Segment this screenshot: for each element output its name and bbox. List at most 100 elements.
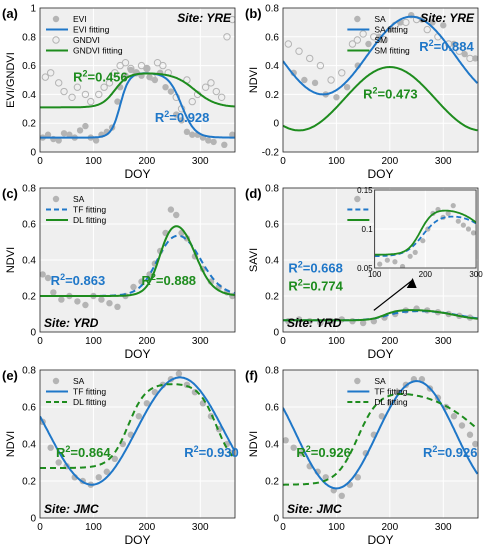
- zoom-arrow: [373, 279, 414, 311]
- legend-marker: [52, 15, 60, 23]
- y-tick-label: 0.6: [265, 32, 279, 43]
- y-tick-label: 0.4: [22, 90, 36, 101]
- data-point: [173, 211, 180, 219]
- data-point: [105, 79, 114, 87]
- x-axis-label: DOY: [367, 167, 393, 181]
- data-point: [143, 65, 151, 72]
- x-tick-label: 300: [192, 522, 209, 533]
- data-point: [429, 19, 436, 26]
- x-tick-label: 0: [37, 336, 43, 347]
- legend-label: EVI fitting: [73, 25, 110, 35]
- inset-data: [374, 203, 477, 268]
- x-axis-label: DOY: [124, 347, 150, 361]
- data-point: [450, 40, 458, 48]
- data-point: [455, 218, 461, 224]
- data-point: [74, 298, 81, 305]
- panel-a: 0 100 200 300 0 0.2 0.4 0.6 0.8 1 DOY EVI/GNDVI (a) S…: [2, 4, 236, 181]
- data-point: [306, 54, 314, 63]
- data-point: [301, 76, 308, 84]
- data-point: [55, 459, 62, 466]
- x-tick-label: 0: [280, 336, 286, 347]
- legend-label: DL fitting: [374, 397, 408, 407]
- y-tick-label: 0: [273, 328, 279, 339]
- x-tick-label: 300: [469, 270, 483, 279]
- data-point: [370, 33, 378, 41]
- site-label: Site: JMC: [44, 502, 99, 516]
- r2-annotation: R2=0.863: [51, 272, 106, 288]
- data-point: [402, 18, 410, 27]
- axes-frame: [282, 369, 479, 519]
- panel-label: (a): [2, 6, 18, 21]
- y-tick-label: 0.8: [22, 32, 36, 43]
- data-point: [95, 90, 103, 99]
- data-point: [316, 61, 325, 70]
- data-point: [365, 40, 372, 48]
- data-point: [470, 230, 477, 236]
- y-axis-label: NDVI: [5, 247, 17, 273]
- data-point: [82, 301, 89, 309]
- data-point: [127, 64, 135, 73]
- data-point: [188, 97, 196, 106]
- data-point: [212, 87, 221, 96]
- x-axis-label: DOY: [367, 347, 393, 361]
- data-point: [82, 122, 89, 130]
- panel-c: 0 100 200 300 0 0.2 0.4 0.6 0.8 DOY NDVI (c) Site: Y…: [2, 184, 236, 361]
- x-tick-label: 300: [192, 336, 209, 347]
- y-tick-label: 0.4: [265, 61, 279, 72]
- data-point: [44, 274, 52, 282]
- data-point: [450, 413, 458, 420]
- fit-curve: [283, 393, 478, 486]
- panel-label: (b): [245, 6, 262, 21]
- data-point: [445, 210, 451, 216]
- axes-frame: [39, 187, 236, 333]
- data-point: [359, 319, 367, 327]
- panel-d: 0 100 200 300 0 0.2 0.4 0.6 0.8 DOY SAVI (d) Site: Y…: [245, 184, 483, 362]
- legend-label: SA: [374, 376, 386, 386]
- x-tick-label: 100: [328, 156, 345, 167]
- y-axis-label: NDVI: [248, 67, 260, 93]
- legend-marker: [52, 36, 60, 44]
- data-point: [327, 76, 335, 84]
- legend-label: DL fitting: [73, 397, 107, 407]
- y-axis-label: NDVI: [248, 431, 260, 457]
- data-point: [333, 94, 340, 101]
- r2-annotation: R2=0.864: [56, 444, 111, 460]
- data-point: [130, 283, 137, 291]
- fit-curve: [283, 380, 478, 490]
- r2-annotation: R2=0.926: [296, 444, 351, 460]
- y-tick-label: 0: [273, 514, 279, 525]
- site-label: Site: YRE: [420, 11, 475, 25]
- x-tick-label: 100: [328, 522, 345, 533]
- data-point: [384, 257, 390, 263]
- data-point: [399, 263, 406, 268]
- legend-label: SA: [73, 376, 85, 386]
- legend-label: EVI: [73, 14, 87, 24]
- site-label: Site: YRD: [44, 316, 99, 330]
- data-point: [121, 59, 130, 67]
- y-tick-label: 0.05: [357, 264, 373, 273]
- y-tick-label: 0.4: [265, 256, 279, 267]
- x-tick-label: 100: [85, 522, 102, 533]
- data-point: [135, 413, 143, 420]
- data-point: [229, 131, 235, 138]
- data-point: [210, 138, 217, 146]
- data-point: [114, 98, 121, 105]
- data-layer: [40, 370, 235, 488]
- legend-marker: [354, 377, 361, 385]
- data-layer: [40, 15, 235, 148]
- data-point: [173, 111, 180, 118]
- x-tick-label: 100: [85, 156, 102, 167]
- x-tick-label: 100: [368, 270, 382, 279]
- site-label: Site: YRE: [177, 11, 232, 25]
- r2-annotation: R2=0.926: [423, 444, 478, 460]
- y-tick-label: 0.2: [22, 477, 36, 488]
- data-point: [50, 289, 57, 296]
- data-point: [98, 296, 105, 303]
- y-tick-label: 0.6: [22, 220, 36, 231]
- data-point: [420, 238, 426, 244]
- data-point: [217, 93, 226, 101]
- y-tick-label: 0.8: [265, 4, 279, 15]
